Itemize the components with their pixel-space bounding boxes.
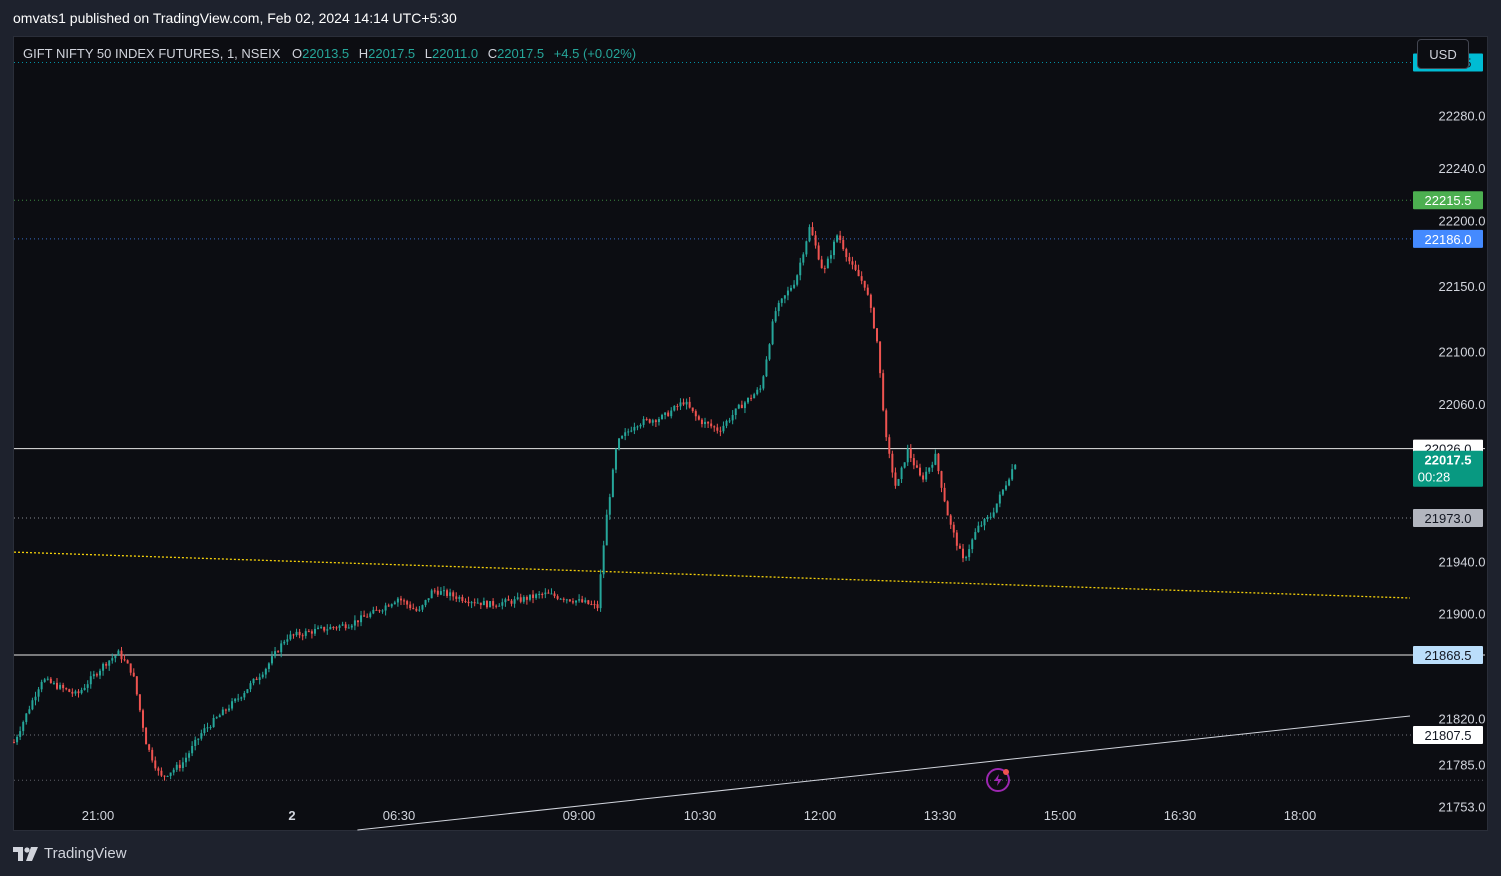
open-value: 22013.5 [302, 46, 350, 61]
change-value: +4.5 (+0.02%) [553, 46, 637, 61]
low-value: 22011.0 [432, 46, 479, 61]
high-label: H [358, 46, 369, 61]
symbol-title[interactable]: GIFT NIFTY 50 INDEX FUTURES, 1, NSEIX [23, 46, 281, 61]
ohlc-legend: GIFT NIFTY 50 INDEX FUTURES, 1, NSEIX O2… [23, 46, 642, 61]
currency-button[interactable]: USD [1417, 39, 1469, 69]
open-label: O [292, 46, 303, 61]
low-label: L [424, 46, 433, 61]
close-label: C [487, 46, 498, 61]
high-value: 22017.5 [368, 46, 416, 61]
close-value: 22017.5 [497, 46, 545, 61]
published-header: omvats1 published on TradingView.com, Fe… [13, 10, 457, 26]
chart-pane[interactable] [13, 36, 1488, 831]
brand-name: TradingView [44, 845, 127, 862]
footer-brand[interactable]: TradingView [13, 842, 127, 866]
tradingview-logo-icon [13, 847, 38, 861]
